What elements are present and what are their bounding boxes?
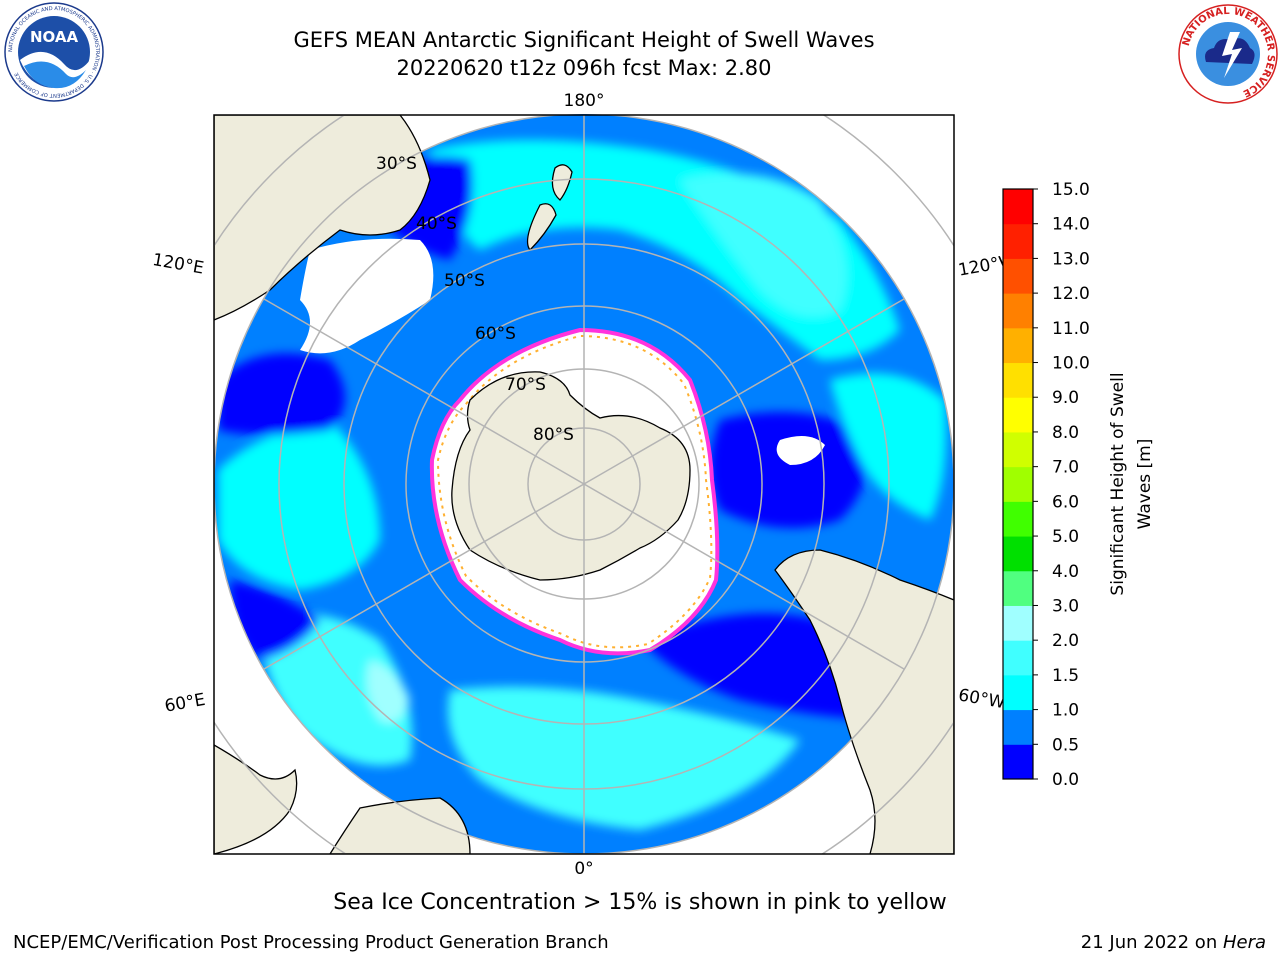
credit-machine: Hera bbox=[1222, 932, 1266, 953]
chart-subtitle: 20220620 t12z 096h fcst Max: 2.80 bbox=[396, 56, 772, 80]
noaa-logo-text: NOAA bbox=[30, 28, 79, 46]
colorbar-tick-label: 0.5 bbox=[1052, 735, 1079, 755]
map-frame bbox=[213, 114, 955, 855]
colorbar-segment bbox=[1003, 570, 1033, 606]
chart-title: GEFS MEAN Antarctic Significant Height o… bbox=[293, 28, 875, 52]
swell-band-blue-east bbox=[710, 412, 867, 528]
swell-band-lightcyan-sw bbox=[366, 660, 410, 723]
credit-branch: NCEP/EMC/Verification Post Processing Pr… bbox=[13, 932, 609, 953]
swell-band-blue-sw bbox=[230, 580, 320, 660]
colorbar-segment bbox=[1003, 744, 1033, 780]
nws-logo: NATIONAL WEATHER SERVICE bbox=[1178, 4, 1278, 104]
colorbar-segment bbox=[1003, 709, 1033, 745]
no-data-patch-australia bbox=[300, 238, 434, 354]
colorbar-tick-label: 6.0 bbox=[1052, 492, 1079, 512]
colorbar-segment bbox=[1003, 362, 1033, 398]
colorbar-tick-label: 2.0 bbox=[1052, 631, 1079, 651]
lat-label-50s: 50°S bbox=[444, 271, 485, 291]
colorbar-tick-label: 13.0 bbox=[1052, 249, 1090, 269]
colorbar-segment bbox=[1003, 258, 1033, 294]
colorbar-tick-label: 8.0 bbox=[1052, 423, 1079, 443]
colorbar-tick-label: 1.5 bbox=[1052, 666, 1079, 686]
colorbar-segment bbox=[1003, 640, 1033, 676]
lon-label-60e: 60°E bbox=[163, 690, 207, 717]
colorbar-tick-label: 12.0 bbox=[1052, 284, 1090, 304]
colorbar-segment bbox=[1003, 674, 1033, 711]
colorbar-tick-label: 0.0 bbox=[1052, 770, 1079, 790]
colorbar-tick-label: 14.0 bbox=[1052, 215, 1090, 235]
swell-band-cyan-south bbox=[448, 686, 800, 830]
lat-label-80s: 80°S bbox=[533, 425, 574, 445]
colorbar-tick-label: 7.0 bbox=[1052, 458, 1079, 478]
colorbar-tick-label: 5.0 bbox=[1052, 527, 1079, 547]
lon-label-120e: 120°E bbox=[151, 250, 205, 279]
swell-band-cyan-west bbox=[218, 420, 380, 590]
no-data-patch-east bbox=[776, 436, 825, 465]
lon-label-180: 180° bbox=[564, 91, 605, 111]
land-new-zealand-south bbox=[526, 203, 557, 251]
land-new-zealand-north bbox=[551, 164, 573, 201]
swell-band-lightcyan-ne bbox=[680, 173, 847, 317]
colorbar-segment bbox=[1003, 501, 1033, 537]
colorbar-segment bbox=[1003, 397, 1033, 433]
land-africa-south bbox=[329, 797, 471, 854]
lat-label-40s: 40°S bbox=[416, 214, 457, 234]
lat-label-60s: 60°S bbox=[475, 324, 516, 344]
colorbar-segment bbox=[1003, 605, 1033, 641]
colorbar-segment bbox=[1003, 327, 1033, 364]
lat-label-30s: 30°S bbox=[376, 154, 417, 174]
colorbar-label-line1: Significant Height of Swell bbox=[1108, 372, 1128, 595]
colorbar-tick-label: 11.0 bbox=[1052, 319, 1090, 339]
colorbar-tick-label: 4.0 bbox=[1052, 562, 1079, 582]
colorbar-tick-label: 10.0 bbox=[1052, 354, 1090, 374]
lon-label-0: 0° bbox=[574, 859, 593, 879]
sea-ice-note: Sea Ice Concentration > 15% is shown in … bbox=[333, 890, 947, 915]
lat-label-70s: 70°S bbox=[505, 375, 546, 395]
noaa-logo: NOAA NATIONAL OCEANIC AND ATMOSPHERIC AD… bbox=[4, 2, 104, 102]
colorbar-tick-label: 9.0 bbox=[1052, 388, 1079, 408]
colorbar-segment bbox=[1003, 536, 1033, 572]
colorbar: 0.0 0.5 1.0 1.5 2.0 3.0 4.0 5.0 6.0 7.0 8.0 9.0 10.0… bbox=[1002, 180, 1090, 790]
swell-band-cyan-sw bbox=[260, 613, 412, 766]
colorbar-segment bbox=[1003, 431, 1033, 468]
colorbar-frame bbox=[1002, 188, 1034, 780]
land-australia bbox=[214, 115, 431, 321]
colorbar-tick-label: 3.0 bbox=[1052, 596, 1079, 616]
colorbar-segment bbox=[1003, 466, 1033, 502]
colorbar-label-line2: Waves [m] bbox=[1135, 439, 1155, 530]
colorbar-segment bbox=[1003, 293, 1033, 329]
swell-band-blue-west bbox=[218, 353, 345, 435]
colorbar-segment bbox=[1003, 189, 1033, 225]
swell-band-cyan-east bbox=[830, 373, 946, 520]
colorbar-segment bbox=[1003, 223, 1033, 259]
land-south-america bbox=[774, 549, 954, 854]
colorbar-tick-label: 15.0 bbox=[1052, 180, 1090, 200]
graticule bbox=[214, 115, 954, 854]
land-africa bbox=[214, 744, 298, 854]
colorbar-tick-label: 1.0 bbox=[1052, 701, 1079, 721]
credit-date: 21 Jun 2022 on Hera bbox=[1080, 932, 1266, 953]
lon-label-60w: 60°W bbox=[957, 685, 1007, 713]
